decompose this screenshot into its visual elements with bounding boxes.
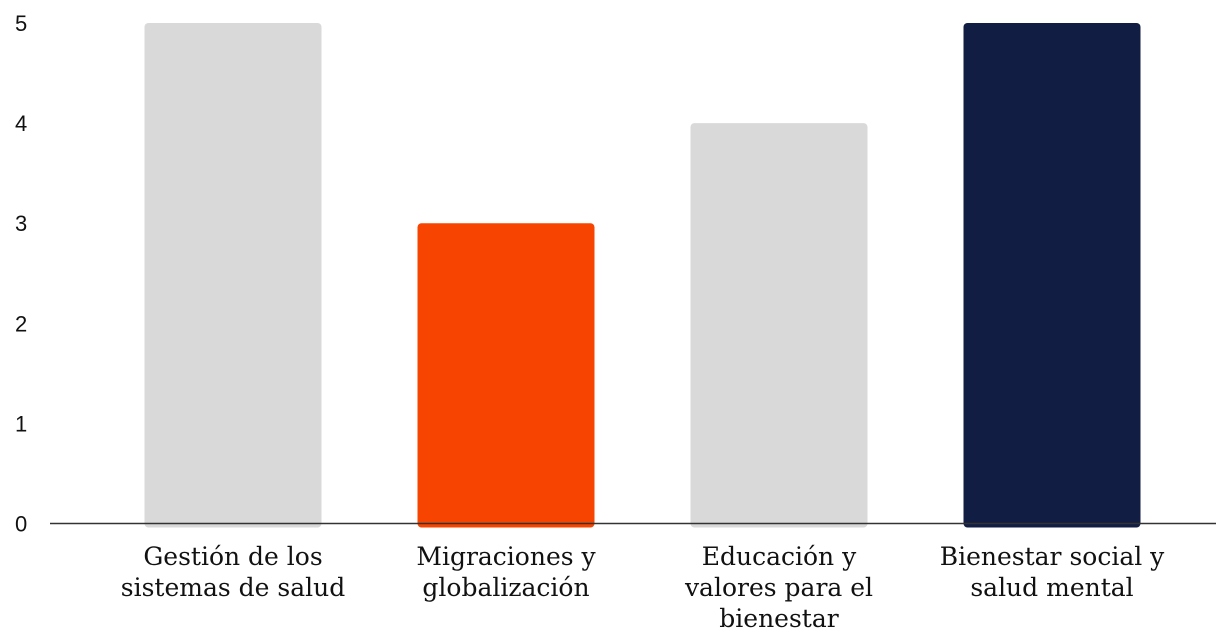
x-tick-label: Migraciones y globalización <box>416 542 596 602</box>
bars <box>144 23 1141 528</box>
y-tick-label: 1 <box>15 411 27 436</box>
x-tick-label-line: salud mental <box>970 573 1133 602</box>
bar <box>144 23 322 528</box>
x-tick-label-line: sistemas de salud <box>121 573 345 602</box>
x-tick-label: Gestión de los sistemas de salud <box>121 542 345 602</box>
y-tick-label: 0 <box>15 512 27 537</box>
x-tick-label-line: Educación y <box>702 542 857 571</box>
y-tick-label: 4 <box>15 111 27 136</box>
x-tick-label-line: Gestión de los <box>143 542 322 571</box>
x-tick-label-line: Migraciones y <box>416 542 596 571</box>
x-tick-label-line: Bienestar social y <box>940 542 1165 571</box>
x-tick-label: Educación y valores para el bienestar <box>684 542 873 631</box>
x-tick-label-line: bienestar <box>719 604 838 631</box>
x-tick-label-line: valores para el <box>684 573 873 602</box>
x-axis-tick-labels: Gestión de los sistemas de salud Migracion… <box>121 542 1165 631</box>
x-tick-label: Bienestar social y salud mental <box>940 542 1165 602</box>
bar <box>690 123 868 528</box>
y-axis-ticks: 0 1 2 3 4 5 <box>15 11 27 537</box>
y-tick-label: 5 <box>15 11 27 36</box>
bar <box>963 23 1141 528</box>
y-tick-label: 3 <box>15 211 27 236</box>
x-tick-label-line: globalización <box>422 573 589 602</box>
bar <box>417 223 595 528</box>
y-tick-label: 2 <box>15 311 27 336</box>
